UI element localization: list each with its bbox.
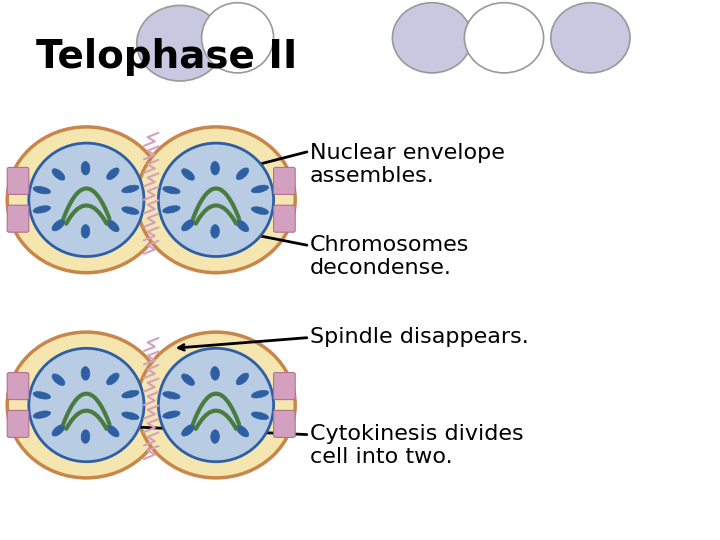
- Ellipse shape: [107, 168, 119, 180]
- Ellipse shape: [122, 390, 139, 398]
- Ellipse shape: [251, 390, 269, 398]
- Text: Nuclear envelope
assembles.: Nuclear envelope assembles.: [310, 143, 505, 186]
- FancyBboxPatch shape: [7, 373, 29, 400]
- Ellipse shape: [211, 161, 220, 175]
- Ellipse shape: [236, 425, 248, 437]
- Ellipse shape: [158, 348, 274, 462]
- Ellipse shape: [52, 168, 65, 180]
- Ellipse shape: [236, 220, 248, 232]
- Ellipse shape: [158, 143, 274, 256]
- Ellipse shape: [122, 412, 139, 420]
- FancyBboxPatch shape: [7, 410, 29, 437]
- Ellipse shape: [202, 3, 274, 73]
- Ellipse shape: [137, 127, 295, 273]
- Ellipse shape: [122, 207, 139, 214]
- Ellipse shape: [181, 219, 194, 231]
- Ellipse shape: [81, 430, 90, 443]
- Ellipse shape: [181, 168, 194, 180]
- Ellipse shape: [81, 367, 90, 380]
- Ellipse shape: [211, 430, 220, 443]
- Text: Cytokinesis divides
cell into two.: Cytokinesis divides cell into two.: [310, 424, 523, 467]
- FancyBboxPatch shape: [274, 167, 295, 194]
- Ellipse shape: [7, 332, 166, 478]
- Ellipse shape: [464, 3, 544, 73]
- FancyBboxPatch shape: [7, 167, 29, 194]
- Ellipse shape: [52, 219, 65, 231]
- Ellipse shape: [52, 374, 65, 386]
- Ellipse shape: [163, 392, 180, 399]
- Ellipse shape: [211, 225, 220, 238]
- Ellipse shape: [181, 424, 194, 436]
- Ellipse shape: [81, 161, 90, 175]
- Ellipse shape: [33, 411, 50, 418]
- Ellipse shape: [551, 3, 630, 73]
- Ellipse shape: [107, 220, 119, 232]
- Ellipse shape: [251, 185, 269, 193]
- Ellipse shape: [52, 424, 65, 436]
- Ellipse shape: [29, 143, 144, 256]
- Ellipse shape: [107, 373, 119, 385]
- Ellipse shape: [163, 411, 180, 418]
- Ellipse shape: [33, 392, 50, 399]
- Ellipse shape: [81, 225, 90, 238]
- Text: Telophase II: Telophase II: [36, 38, 297, 76]
- Ellipse shape: [107, 425, 119, 437]
- Ellipse shape: [181, 374, 194, 386]
- FancyBboxPatch shape: [274, 373, 295, 400]
- FancyBboxPatch shape: [7, 205, 29, 232]
- Ellipse shape: [236, 168, 248, 180]
- Ellipse shape: [236, 373, 248, 385]
- Ellipse shape: [29, 348, 144, 462]
- Ellipse shape: [163, 206, 180, 213]
- Ellipse shape: [211, 367, 220, 380]
- FancyBboxPatch shape: [274, 410, 295, 437]
- FancyBboxPatch shape: [274, 205, 295, 232]
- Ellipse shape: [122, 185, 139, 193]
- Ellipse shape: [163, 186, 180, 194]
- Text: Chromosomes
decondense.: Chromosomes decondense.: [310, 235, 469, 278]
- Text: Spindle disappears.: Spindle disappears.: [310, 327, 528, 347]
- Ellipse shape: [33, 206, 50, 213]
- Ellipse shape: [33, 186, 50, 194]
- Ellipse shape: [137, 5, 223, 81]
- Ellipse shape: [392, 3, 472, 73]
- Ellipse shape: [251, 207, 269, 214]
- Ellipse shape: [7, 127, 166, 273]
- Ellipse shape: [251, 412, 269, 420]
- Ellipse shape: [137, 332, 295, 478]
